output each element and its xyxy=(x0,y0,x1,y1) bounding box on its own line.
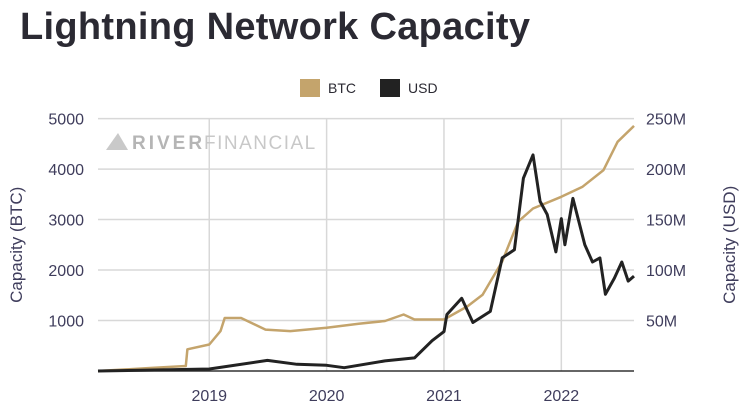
series-line-usd xyxy=(97,153,635,373)
legend-swatch-usd xyxy=(380,79,400,97)
watermark-bold: RIVER xyxy=(132,133,205,154)
legend-label-btc: BTC xyxy=(328,80,356,96)
y-tick-right: 200M xyxy=(646,162,686,179)
series-line-btc xyxy=(97,125,635,373)
y-tick-right: 100M xyxy=(646,263,686,280)
y-tick-left: 1000 xyxy=(48,314,84,331)
watermark-light: FINANCIAL xyxy=(204,133,317,154)
legend-swatch-btc xyxy=(300,79,320,97)
watermark-logo-icon xyxy=(106,133,128,150)
y-axis-label-right: Capacity (USD) xyxy=(720,186,739,304)
x-tick: 2020 xyxy=(309,388,345,405)
y-axis-label-left: Capacity (BTC) xyxy=(7,187,26,303)
y-tick-right: 150M xyxy=(646,213,686,230)
y-tick-left: 2000 xyxy=(48,263,84,280)
y-tick-right: 50M xyxy=(646,314,677,331)
y-tick-left: 3000 xyxy=(48,213,84,230)
legend-label-usd: USD xyxy=(408,80,438,96)
x-tick: 2019 xyxy=(191,388,227,405)
y-tick-left: 5000 xyxy=(48,112,84,129)
y-tick-right: 250M xyxy=(646,112,686,129)
x-tick: 2021 xyxy=(426,388,462,405)
x-tick: 2022 xyxy=(544,388,580,405)
y-tick-left: 4000 xyxy=(48,162,84,179)
chart-title: Lightning Network Capacity xyxy=(20,6,531,48)
